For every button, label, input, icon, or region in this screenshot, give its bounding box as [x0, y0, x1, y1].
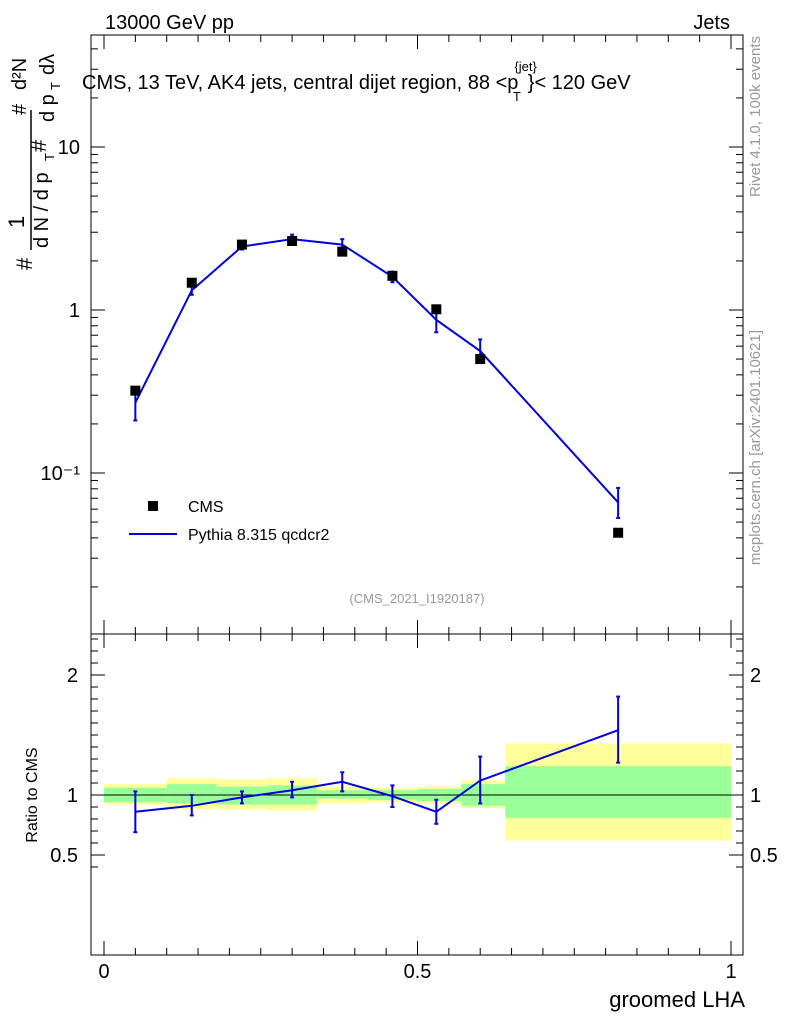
plot-title-sup: {jet} — [514, 59, 537, 74]
legend-cms-label: CMS — [188, 499, 224, 516]
y-label-d2n: d²N — [9, 58, 31, 90]
cms-data-point — [236, 239, 247, 250]
legend: CMS Pythia 8.315 qcdcr2 — [129, 499, 330, 544]
plot-title-main: CMS, 13 TeV, AK4 jets, central dijet reg… — [82, 72, 518, 94]
y-tick-label-main: 10⁻¹ — [41, 463, 81, 485]
cms-data-point — [387, 270, 398, 281]
y-label-sub-t: T — [42, 153, 57, 161]
y-tick-label-main: 10 — [58, 137, 80, 159]
y-tick-label-ratio-right: 1 — [750, 785, 761, 807]
ratio-band-inner — [505, 766, 731, 818]
cms-data-point — [287, 236, 298, 247]
plot-title: CMS, 13 TeV, AK4 jets, central dijet reg… — [82, 59, 631, 104]
main-panel: 10⁻¹ 1 10 — [41, 34, 744, 635]
cms-data-point — [186, 277, 197, 288]
y-label-denominator: d N / d p — [31, 172, 53, 248]
y-label-hash-3: # — [9, 103, 31, 115]
y-label-dlambda: dλ — [37, 54, 59, 75]
legend-cms-marker — [148, 501, 158, 511]
cms-data-point — [475, 354, 486, 365]
y-label-dpt: d p — [37, 94, 59, 122]
ratio-panel: 0 0.5 1 0.5 0.5 1 1 2 2 — [50, 633, 778, 983]
category-label: Jets — [693, 12, 730, 34]
plot-title-end: }< 120 GeV — [528, 72, 632, 94]
y-tick-label-ratio: 1 — [67, 785, 78, 807]
pythia-line — [134, 238, 619, 504]
cms-data-point — [337, 246, 348, 257]
main-frame — [90, 34, 744, 635]
plot-title-sub: T — [513, 89, 521, 104]
y-tick-label-ratio: 0.5 — [50, 845, 78, 867]
y-tick-label-ratio: 2 — [67, 665, 78, 687]
y-tick-label-ratio-right: 0.5 — [750, 845, 778, 867]
ratio-y-label: Ratio to CMS — [24, 747, 41, 842]
legend-pythia-label: Pythia 8.315 qcdcr2 — [188, 527, 330, 544]
y-label-one: 1 — [4, 216, 29, 228]
x-tick-label: 0.5 — [404, 961, 432, 983]
analysis-id-label: (CMS_2021_I1920187) — [349, 591, 484, 606]
x-axis-label: groomed LHA — [609, 987, 745, 1012]
ratio-band-inner — [166, 784, 217, 804]
side-label-rivet: Rivet 4.1.0, 100k events — [747, 36, 764, 197]
y-label-hash-2: # — [26, 139, 51, 152]
y-axis-label-main: # 1 d N / d p T # d p T d²N dλ # — [4, 54, 63, 270]
cms-data-point — [613, 527, 624, 538]
ratio-band-inner — [317, 790, 368, 799]
y-tick-label-main: 1 — [69, 300, 80, 322]
cms-data-point — [130, 385, 141, 396]
y-tick-label-ratio-right: 2 — [750, 665, 761, 687]
x-tick-label: 1 — [725, 961, 736, 983]
y-label-hash-1: # — [12, 257, 37, 270]
energy-label: 13000 GeV pp — [105, 12, 234, 34]
y-label-sub-t-2: T — [48, 82, 63, 90]
x-tick-label: 0 — [98, 961, 109, 983]
side-label-mcplots: mcplots.cern.ch [arXiv:2401.10621] — [747, 330, 764, 565]
cms-data-point — [431, 304, 442, 315]
